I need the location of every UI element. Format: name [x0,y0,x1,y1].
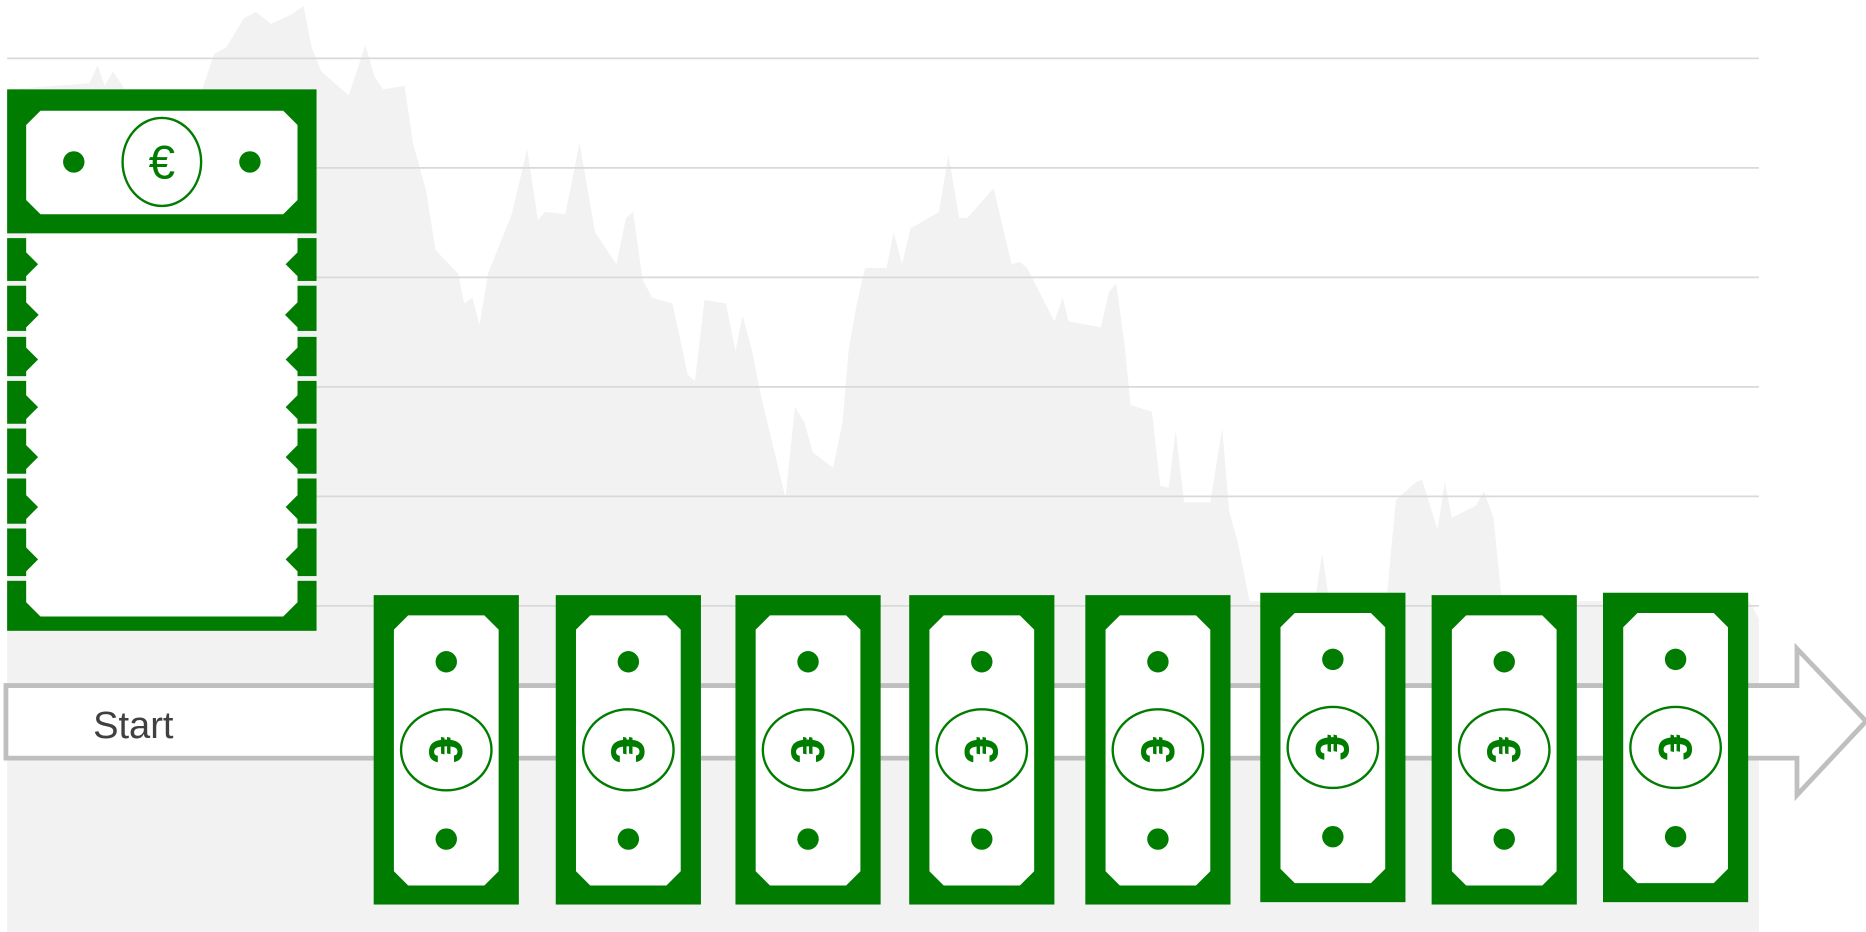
euro-symbol: € [601,737,654,763]
bill-dot [1147,651,1168,672]
bill-dot [1147,828,1168,849]
illustration: Start € € € € € € € € € [0,0,1866,932]
bill-dot [436,651,457,672]
bill-dot [797,828,818,849]
bill-face [26,313,297,362]
bill-dot [618,651,639,672]
euro-symbol: € [780,737,833,763]
euro-symbol: € [1130,737,1183,763]
euro-symbol: € [1648,734,1701,760]
bill-dot [1494,651,1515,672]
start-label: Start [93,705,174,747]
bill-dot [1665,826,1686,847]
euro-symbol: € [1305,734,1358,760]
euro-symbol: € [149,137,175,190]
euro-symbol: € [954,737,1007,763]
bill-dot [1494,828,1515,849]
euro-symbol: € [419,737,472,763]
bill-dot [436,828,457,849]
bill-face [26,262,297,317]
bill-dot [1322,826,1343,847]
money-stack: € [7,89,316,630]
bill-dot [63,151,84,172]
bill-face [26,505,297,562]
bill-dot [797,651,818,672]
bill-dot [1665,649,1686,670]
bill-dot [971,828,992,849]
bill-dot [971,651,992,672]
bill-dot [239,151,260,172]
bill-dot [618,828,639,849]
bill-face [26,455,297,510]
bill-face [26,357,297,409]
bill-face [26,405,297,460]
bill-dot [1322,649,1343,670]
bill-face [26,557,297,617]
euro-symbol: € [1477,737,1530,763]
page: {"start_label":"Start","currency_symbol"… [0,0,1866,932]
